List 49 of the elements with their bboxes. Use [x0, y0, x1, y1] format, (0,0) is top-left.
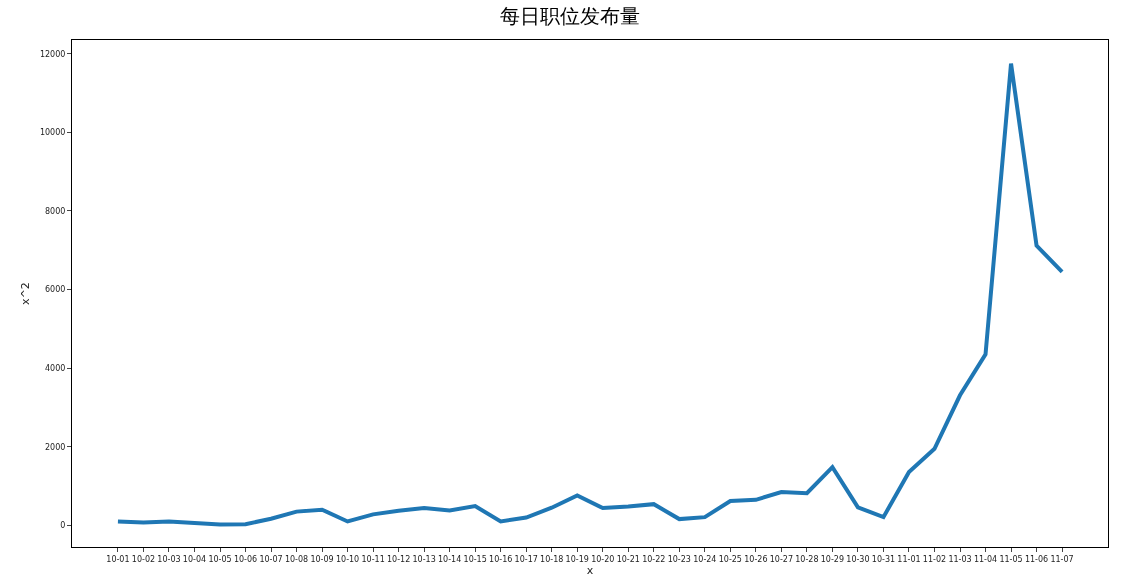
- x-tick-label: 10-31: [871, 554, 896, 564]
- x-tick-label: 10-17: [514, 554, 538, 564]
- x-tick-label: 10-27: [769, 554, 794, 564]
- x-tick-label: 10-01: [106, 554, 130, 564]
- x-tick-label: 11-07: [1050, 554, 1074, 564]
- x-tick-label: 10-18: [540, 554, 564, 564]
- x-tick-label: 10-22: [642, 554, 666, 564]
- y-tick-label: 0: [60, 521, 66, 531]
- y-tick-label: 6000: [45, 285, 66, 295]
- x-tick-label: 11-05: [999, 554, 1023, 564]
- x-tick-label: 11-06: [1024, 554, 1049, 564]
- x-tick-label: 10-05: [208, 554, 232, 564]
- y-tick-label: 12000: [39, 49, 66, 59]
- x-tick-label: 10-08: [284, 554, 309, 564]
- x-tick-label: 10-23: [667, 554, 691, 564]
- x-tick-label: 10-04: [182, 554, 207, 564]
- x-tick-label: 10-29: [820, 554, 845, 564]
- x-tick-label: 10-20: [591, 554, 615, 564]
- x-tick-label: 10-30: [846, 554, 870, 564]
- chart-title: 每日职位发布量: [500, 3, 640, 28]
- line-series: [115, 61, 1065, 527]
- x-tick-label: 11-04: [973, 554, 998, 564]
- x-tick-label: 10-11: [361, 554, 385, 564]
- x-tick-label: 10-19: [565, 554, 589, 564]
- x-tick-label: 10-15: [463, 554, 487, 564]
- x-tick-label: 10-13: [412, 554, 436, 564]
- x-tick-label: 10-25: [718, 554, 742, 564]
- y-axis-title: x^2: [18, 282, 32, 305]
- x-tick-label: 10-07: [259, 554, 283, 564]
- x-tick-label: 10-16: [489, 554, 513, 564]
- y-tick-label: 8000: [45, 206, 66, 216]
- x-tick-label: 10-28: [795, 554, 819, 564]
- y-tick-label: 10000: [39, 128, 66, 138]
- y-tick-label: 2000: [45, 442, 66, 452]
- x-tick-label: 10-03: [157, 554, 181, 564]
- x-tick-label: 10-10: [335, 554, 360, 564]
- x-tick-label: 10-21: [616, 554, 640, 564]
- x-tick-label: 10-02: [131, 554, 156, 564]
- x-tick-label: 10-14: [438, 554, 462, 564]
- x-tick-label: 11-02: [922, 554, 947, 564]
- x-tick-label: 11-01: [897, 554, 921, 564]
- x-tick-label: 10-12: [386, 554, 411, 564]
- x-tick-label: 10-09: [310, 554, 334, 564]
- y-tick-label: 4000: [45, 363, 66, 373]
- x-tick-label: 11-03: [948, 554, 972, 564]
- x-tick-label: 10-24: [693, 554, 717, 564]
- x-axis-title: x: [586, 563, 594, 577]
- x-tick-label: 10-06: [233, 554, 258, 564]
- x-tick-label: 10-26: [744, 554, 768, 564]
